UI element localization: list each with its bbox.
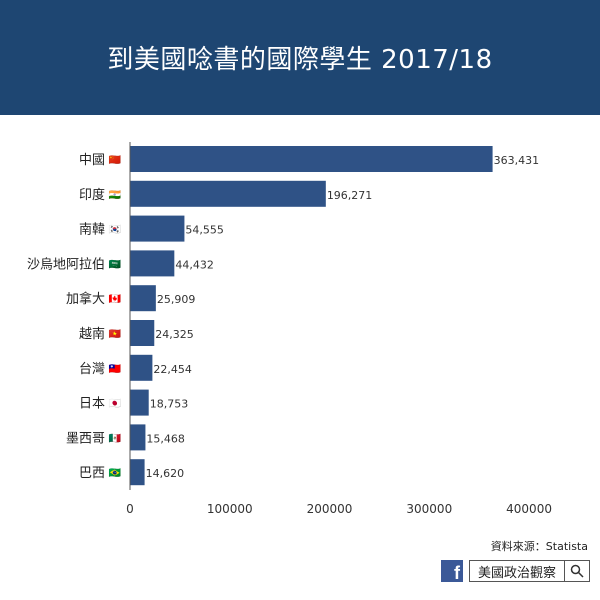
flag-icon: 🇹🇼: [109, 363, 122, 375]
flag-icon: 🇸🇦: [109, 258, 122, 270]
brand-search-box[interactable]: 美國政治觀察: [468, 560, 590, 582]
category-label: 印度: [79, 187, 105, 203]
x-tick-label: 300000: [406, 502, 452, 516]
flag-icon: 🇨🇦: [109, 293, 122, 305]
category-label: 巴西: [79, 466, 105, 481]
value-label: 18,753: [150, 398, 189, 411]
source-note: 資料來源：Statista: [490, 540, 588, 553]
flag-icon: 🇰🇷: [109, 224, 122, 236]
brand-name: 美國政治觀察: [477, 565, 556, 581]
x-tick-label: 0: [126, 502, 134, 516]
category-label: 中國: [79, 153, 105, 168]
bar-chart: 中國 🇨🇳 363,431 印度 🇮🇳 196,271 南韓 🇰🇷 54,555 沙烏地阿拉伯 🇸🇦…: [27, 142, 552, 516]
value-label: 54,555: [185, 224, 224, 237]
page-title: 到美國唸書的國際學生 2017/18: [107, 45, 493, 75]
category-label: 墨西哥: [66, 431, 105, 446]
bar: [130, 320, 155, 346]
bar: [130, 389, 149, 416]
brand-badge[interactable]: f 美國政治觀察: [440, 560, 590, 583]
category-label: 越南: [79, 326, 105, 342]
value-label: 196,271: [327, 189, 373, 202]
flag-icon: 🇲🇽: [109, 432, 122, 444]
facebook-icon[interactable]: f: [440, 560, 463, 583]
value-label: 44,432: [175, 258, 214, 271]
value-label: 25,909: [157, 293, 196, 306]
category-label: 台灣: [79, 362, 105, 377]
flag-icon: 🇨🇳: [109, 154, 122, 166]
value-label: 363,431: [494, 154, 540, 167]
bar: [130, 459, 145, 486]
title-banner: 到美國唸書的國際學生 2017/18: [0, 0, 600, 115]
flag-icon: 🇧🇷: [109, 467, 122, 479]
value-label: 14,620: [146, 467, 185, 480]
bar: [130, 250, 175, 277]
bar: [130, 215, 185, 242]
x-tick-label: 400000: [506, 502, 552, 516]
bar: [130, 285, 156, 312]
bar: [130, 354, 153, 381]
value-label: 22,454: [153, 363, 192, 376]
value-label: 24,325: [155, 328, 194, 341]
category-label: 沙烏地阿拉伯: [27, 256, 105, 272]
magnifier-icon[interactable]: [565, 560, 589, 582]
flag-icon: 🇮🇳: [109, 189, 122, 201]
x-tick-label: 100000: [207, 502, 253, 516]
bar: [130, 146, 493, 172]
brand-divider: [564, 560, 565, 582]
value-label: 15,468: [146, 432, 185, 445]
bar: [130, 180, 326, 207]
flag-icon: 🇻🇳: [109, 328, 122, 340]
x-tick-label: 200000: [307, 502, 353, 516]
category-label: 南韓: [79, 222, 105, 238]
bar: [130, 424, 146, 451]
flag-icon: 🇯🇵: [109, 398, 122, 410]
category-label: 日本: [79, 397, 105, 412]
category-label: 加拿大: [66, 291, 105, 307]
facebook-letter: f: [453, 563, 460, 583]
